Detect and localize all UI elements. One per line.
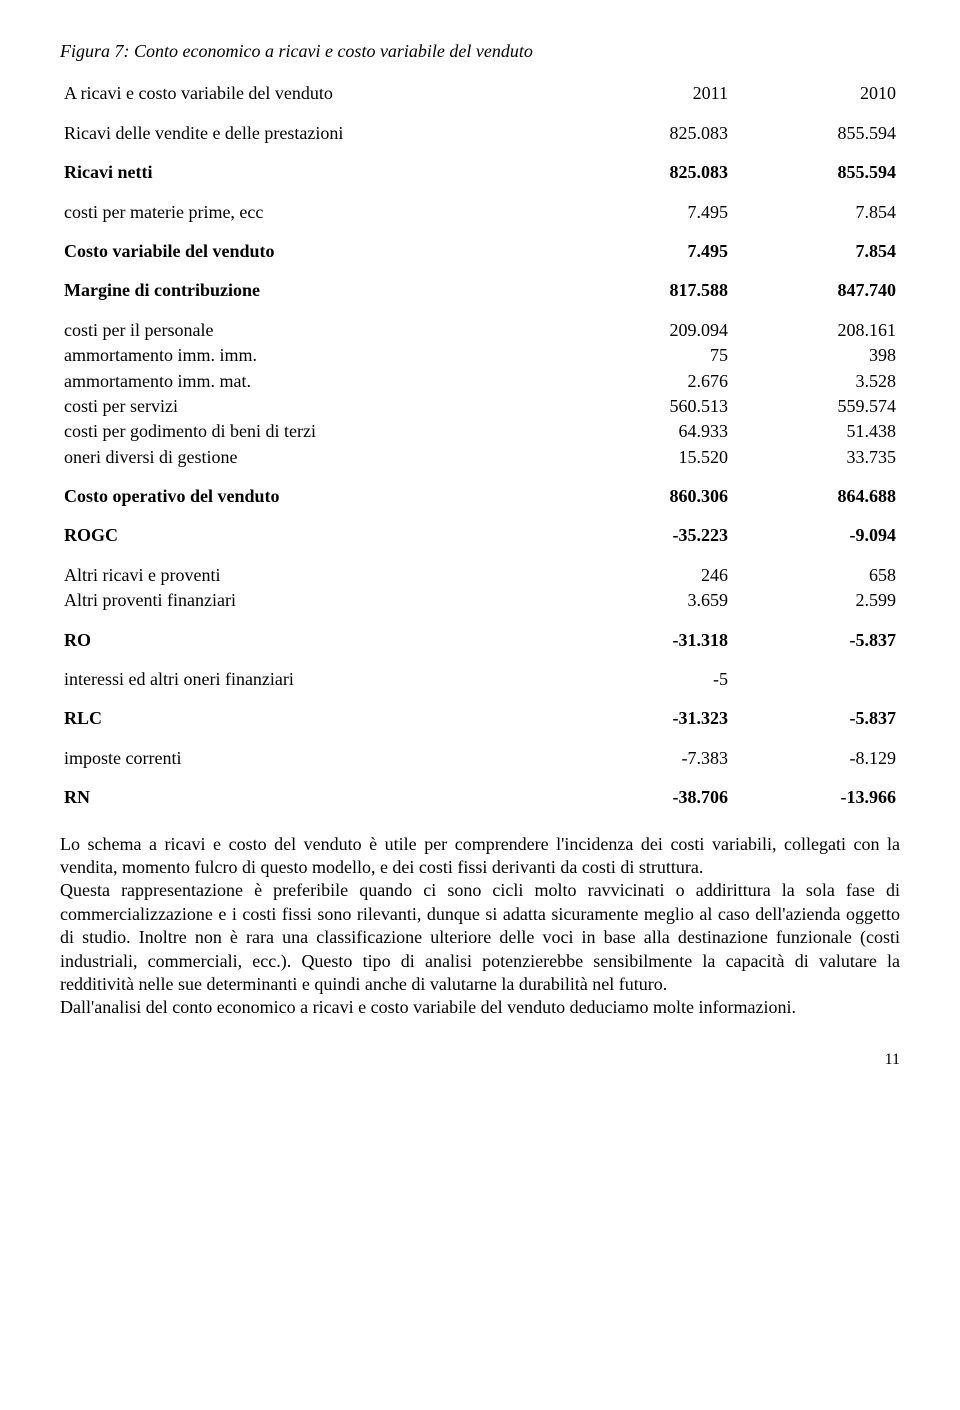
- row-value: 7.854: [732, 239, 900, 264]
- table-row: Costo variabile del venduto 7.495 7.854: [60, 239, 900, 264]
- row-value: 825.083: [564, 160, 732, 185]
- row-label: Margine di contribuzione: [60, 278, 564, 303]
- row-value: -9.094: [732, 523, 900, 548]
- table-row: ROGC -35.223 -9.094: [60, 523, 900, 548]
- table-row: imposte correnti -7.383 -8.129: [60, 746, 900, 771]
- table-row: oneri diversi di gestione 15.520 33.735: [60, 445, 900, 470]
- row-label: imposte correnti: [60, 746, 564, 771]
- row-value: 2.599: [732, 588, 900, 613]
- row-value: 398: [732, 343, 900, 368]
- row-value: -8.129: [732, 746, 900, 771]
- body-text: Lo schema a ricavi e costo del venduto è…: [60, 833, 900, 1020]
- row-label: Altri ricavi e proventi: [60, 563, 564, 588]
- row-value: 64.933: [564, 419, 732, 444]
- paragraph: Lo schema a ricavi e costo del venduto è…: [60, 833, 900, 880]
- row-label: Ricavi delle vendite e delle prestazioni: [60, 121, 564, 146]
- row-label: ammortamento imm. imm.: [60, 343, 564, 368]
- row-label: RN: [60, 785, 564, 810]
- row-value: 3.659: [564, 588, 732, 613]
- table-row: Ricavi delle vendite e delle prestazioni…: [60, 121, 900, 146]
- row-value: 2.676: [564, 369, 732, 394]
- paragraph: Questa rappresentazione è preferibile qu…: [60, 879, 900, 996]
- row-value: 817.588: [564, 278, 732, 303]
- row-label: costi per il personale: [60, 318, 564, 343]
- row-value: 246: [564, 563, 732, 588]
- row-value: [732, 667, 900, 692]
- row-value: 7.495: [564, 200, 732, 225]
- table-row: costi per materie prime, ecc 7.495 7.854: [60, 200, 900, 225]
- row-label: ROGC: [60, 523, 564, 548]
- table-row: Ricavi netti 825.083 855.594: [60, 160, 900, 185]
- table-row: costi per servizi 560.513 559.574: [60, 394, 900, 419]
- table-row: Altri proventi finanziari 3.659 2.599: [60, 588, 900, 613]
- row-label: costi per servizi: [60, 394, 564, 419]
- row-label: Costo operativo del venduto: [60, 484, 564, 509]
- row-value: 15.520: [564, 445, 732, 470]
- header-year-2: 2010: [732, 81, 900, 106]
- table-row: interessi ed altri oneri finanziari -5: [60, 667, 900, 692]
- row-label: Altri proventi finanziari: [60, 588, 564, 613]
- row-value: 658: [732, 563, 900, 588]
- row-value: -5.837: [732, 706, 900, 731]
- figure-caption: Figura 7: Conto economico a ricavi e cos…: [60, 40, 900, 63]
- table-row: Costo operativo del venduto 860.306 864.…: [60, 484, 900, 509]
- row-value: -7.383: [564, 746, 732, 771]
- table-row: RO -31.318 -5.837: [60, 628, 900, 653]
- row-value: 75: [564, 343, 732, 368]
- paragraph: Dall'analisi del conto economico a ricav…: [60, 996, 900, 1019]
- row-value: 825.083: [564, 121, 732, 146]
- row-value: 559.574: [732, 394, 900, 419]
- row-label: RO: [60, 628, 564, 653]
- row-value: -5.837: [732, 628, 900, 653]
- row-label: Ricavi netti: [60, 160, 564, 185]
- row-label: interessi ed altri oneri finanziari: [60, 667, 564, 692]
- table-header-row: A ricavi e costo variabile del venduto 2…: [60, 81, 900, 106]
- row-value: -35.223: [564, 523, 732, 548]
- row-value: 7.495: [564, 239, 732, 264]
- table-row: ammortamento imm. imm. 75 398: [60, 343, 900, 368]
- row-label: costi per materie prime, ecc: [60, 200, 564, 225]
- row-value: 3.528: [732, 369, 900, 394]
- row-value: 847.740: [732, 278, 900, 303]
- row-value: 209.094: [564, 318, 732, 343]
- table-row: costi per il personale 209.094 208.161: [60, 318, 900, 343]
- table-row: Altri ricavi e proventi 246 658: [60, 563, 900, 588]
- table-row: ammortamento imm. mat. 2.676 3.528: [60, 369, 900, 394]
- table-row: RLC -31.323 -5.837: [60, 706, 900, 731]
- row-value: 560.513: [564, 394, 732, 419]
- row-label: RLC: [60, 706, 564, 731]
- row-label: costi per godimento di beni di terzi: [60, 419, 564, 444]
- row-label: Costo variabile del venduto: [60, 239, 564, 264]
- header-label: A ricavi e costo variabile del venduto: [60, 81, 564, 106]
- row-value: -13.966: [732, 785, 900, 810]
- row-value: -31.318: [564, 628, 732, 653]
- row-value: 33.735: [732, 445, 900, 470]
- page-number: 11: [60, 1050, 900, 1071]
- row-value: 51.438: [732, 419, 900, 444]
- row-value: 855.594: [732, 160, 900, 185]
- row-label: ammortamento imm. mat.: [60, 369, 564, 394]
- header-year-1: 2011: [564, 81, 732, 106]
- row-value: -5: [564, 667, 732, 692]
- table-row: Margine di contribuzione 817.588 847.740: [60, 278, 900, 303]
- table-row: RN -38.706 -13.966: [60, 785, 900, 810]
- income-statement-table: A ricavi e costo variabile del venduto 2…: [60, 81, 900, 810]
- row-value: -31.323: [564, 706, 732, 731]
- table-row: costi per godimento di beni di terzi 64.…: [60, 419, 900, 444]
- row-value: 7.854: [732, 200, 900, 225]
- row-value: -38.706: [564, 785, 732, 810]
- row-label: oneri diversi di gestione: [60, 445, 564, 470]
- row-value: 860.306: [564, 484, 732, 509]
- row-value: 864.688: [732, 484, 900, 509]
- row-value: 208.161: [732, 318, 900, 343]
- row-value: 855.594: [732, 121, 900, 146]
